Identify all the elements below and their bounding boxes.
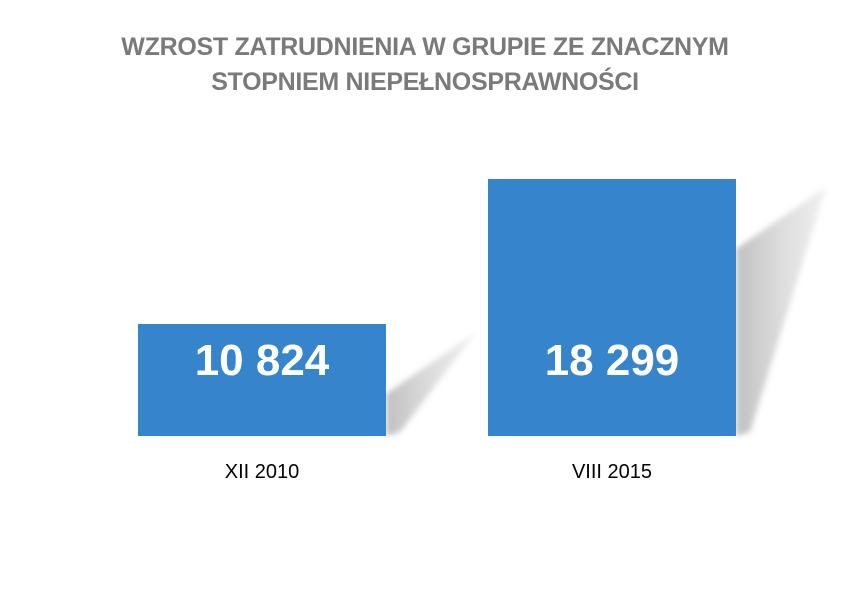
bar-value-label: 10 824 bbox=[195, 336, 330, 385]
bars bbox=[138, 179, 736, 436]
labels: 10 824 XII 2010 18 299 VIII 2015 bbox=[195, 336, 680, 483]
category-label: VIII 2015 bbox=[572, 461, 652, 483]
bar bbox=[138, 323, 386, 436]
bar-shadow bbox=[386, 331, 476, 436]
chart-title-line-2: STOPNIEM NIEPEŁNOSPRAWNOŚCI bbox=[211, 68, 639, 96]
chart-title: WZROST ZATRUDNIENIA W GRUPIE ZE ZNACZNYM… bbox=[0, 30, 850, 100]
bar bbox=[488, 179, 736, 436]
category-label: XII 2010 bbox=[225, 461, 300, 483]
bar-value-label: 18 299 bbox=[545, 336, 680, 385]
bar-shadows bbox=[386, 187, 826, 436]
chart-title-line-1: WZROST ZATRUDNIENIA W GRUPIE ZE ZNACZNYM bbox=[121, 33, 729, 61]
bar-shadow bbox=[736, 187, 826, 436]
